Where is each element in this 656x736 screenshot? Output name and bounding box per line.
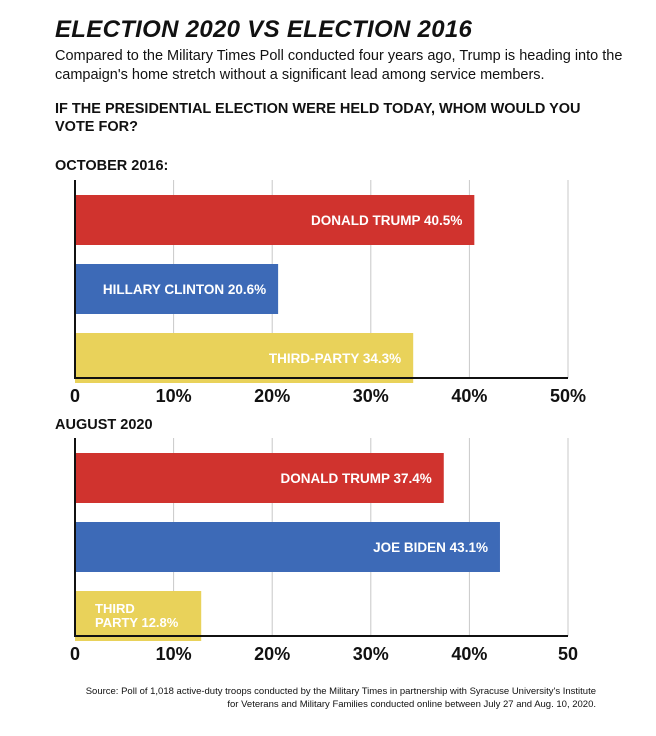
bar-label-donald-trump: DONALD TRUMP 37.4% (280, 471, 431, 486)
bar-third-party (75, 333, 414, 383)
x-tick-label-50: 50 (558, 644, 578, 664)
x-tick-label-20: 20% (254, 644, 290, 664)
x-tick-label-10: 10% (156, 386, 192, 406)
x-tick-label-0: 0 (70, 644, 80, 664)
bar-label-third-party: THIRD PARTY 12.8% (95, 601, 179, 630)
bar-hillary-clinton (75, 264, 279, 314)
bar-chart-october-2016: DONALD TRUMP 40.5% HILLARY CLINTON 20.6% T… (70, 180, 586, 406)
source-note: Source: Poll of 1,018 active-duty troops… (85, 686, 596, 710)
x-tick-label-40: 40% (451, 386, 487, 406)
survey-question: If the presidential election were held t… (55, 101, 581, 135)
bar-label-donald-trump: DONALD TRUMP 40.5% (311, 213, 462, 228)
bar-joe-biden (75, 522, 500, 572)
x-tick-label-50: 50% (550, 386, 586, 406)
bar-label-third-party: THIRD-PARTY 34.3% (269, 351, 401, 366)
bar-chart-august-2020: DONALD TRUMP 37.4% JOE BIDEN 43.1% THIRD PA… (70, 438, 578, 664)
bar-donald-trump (75, 195, 475, 245)
x-tick-label-30: 30% (353, 386, 389, 406)
chart-subtitle: Compared to the Military Times Poll cond… (55, 48, 623, 83)
bar-label-joe-biden: JOE BIDEN 43.1% (373, 540, 488, 555)
bar-label-hillary-clinton: HILLARY CLINTON 20.6% (103, 282, 266, 297)
bar-donald-trump (75, 453, 444, 503)
section-label-october-2016: OCTOBER 2016: (55, 158, 169, 174)
x-tick-label-10: 10% (156, 644, 192, 664)
x-tick-label-30: 30% (353, 644, 389, 664)
chart-title: ELECTION 2020 VS ELECTION 2016 (55, 16, 473, 43)
section-label-august-2020: AUGUST 2020 (55, 417, 153, 433)
x-tick-label-0: 0 (70, 386, 80, 406)
x-tick-label-40: 40% (451, 644, 487, 664)
x-tick-label-20: 20% (254, 386, 290, 406)
bar-third-party (75, 591, 202, 641)
